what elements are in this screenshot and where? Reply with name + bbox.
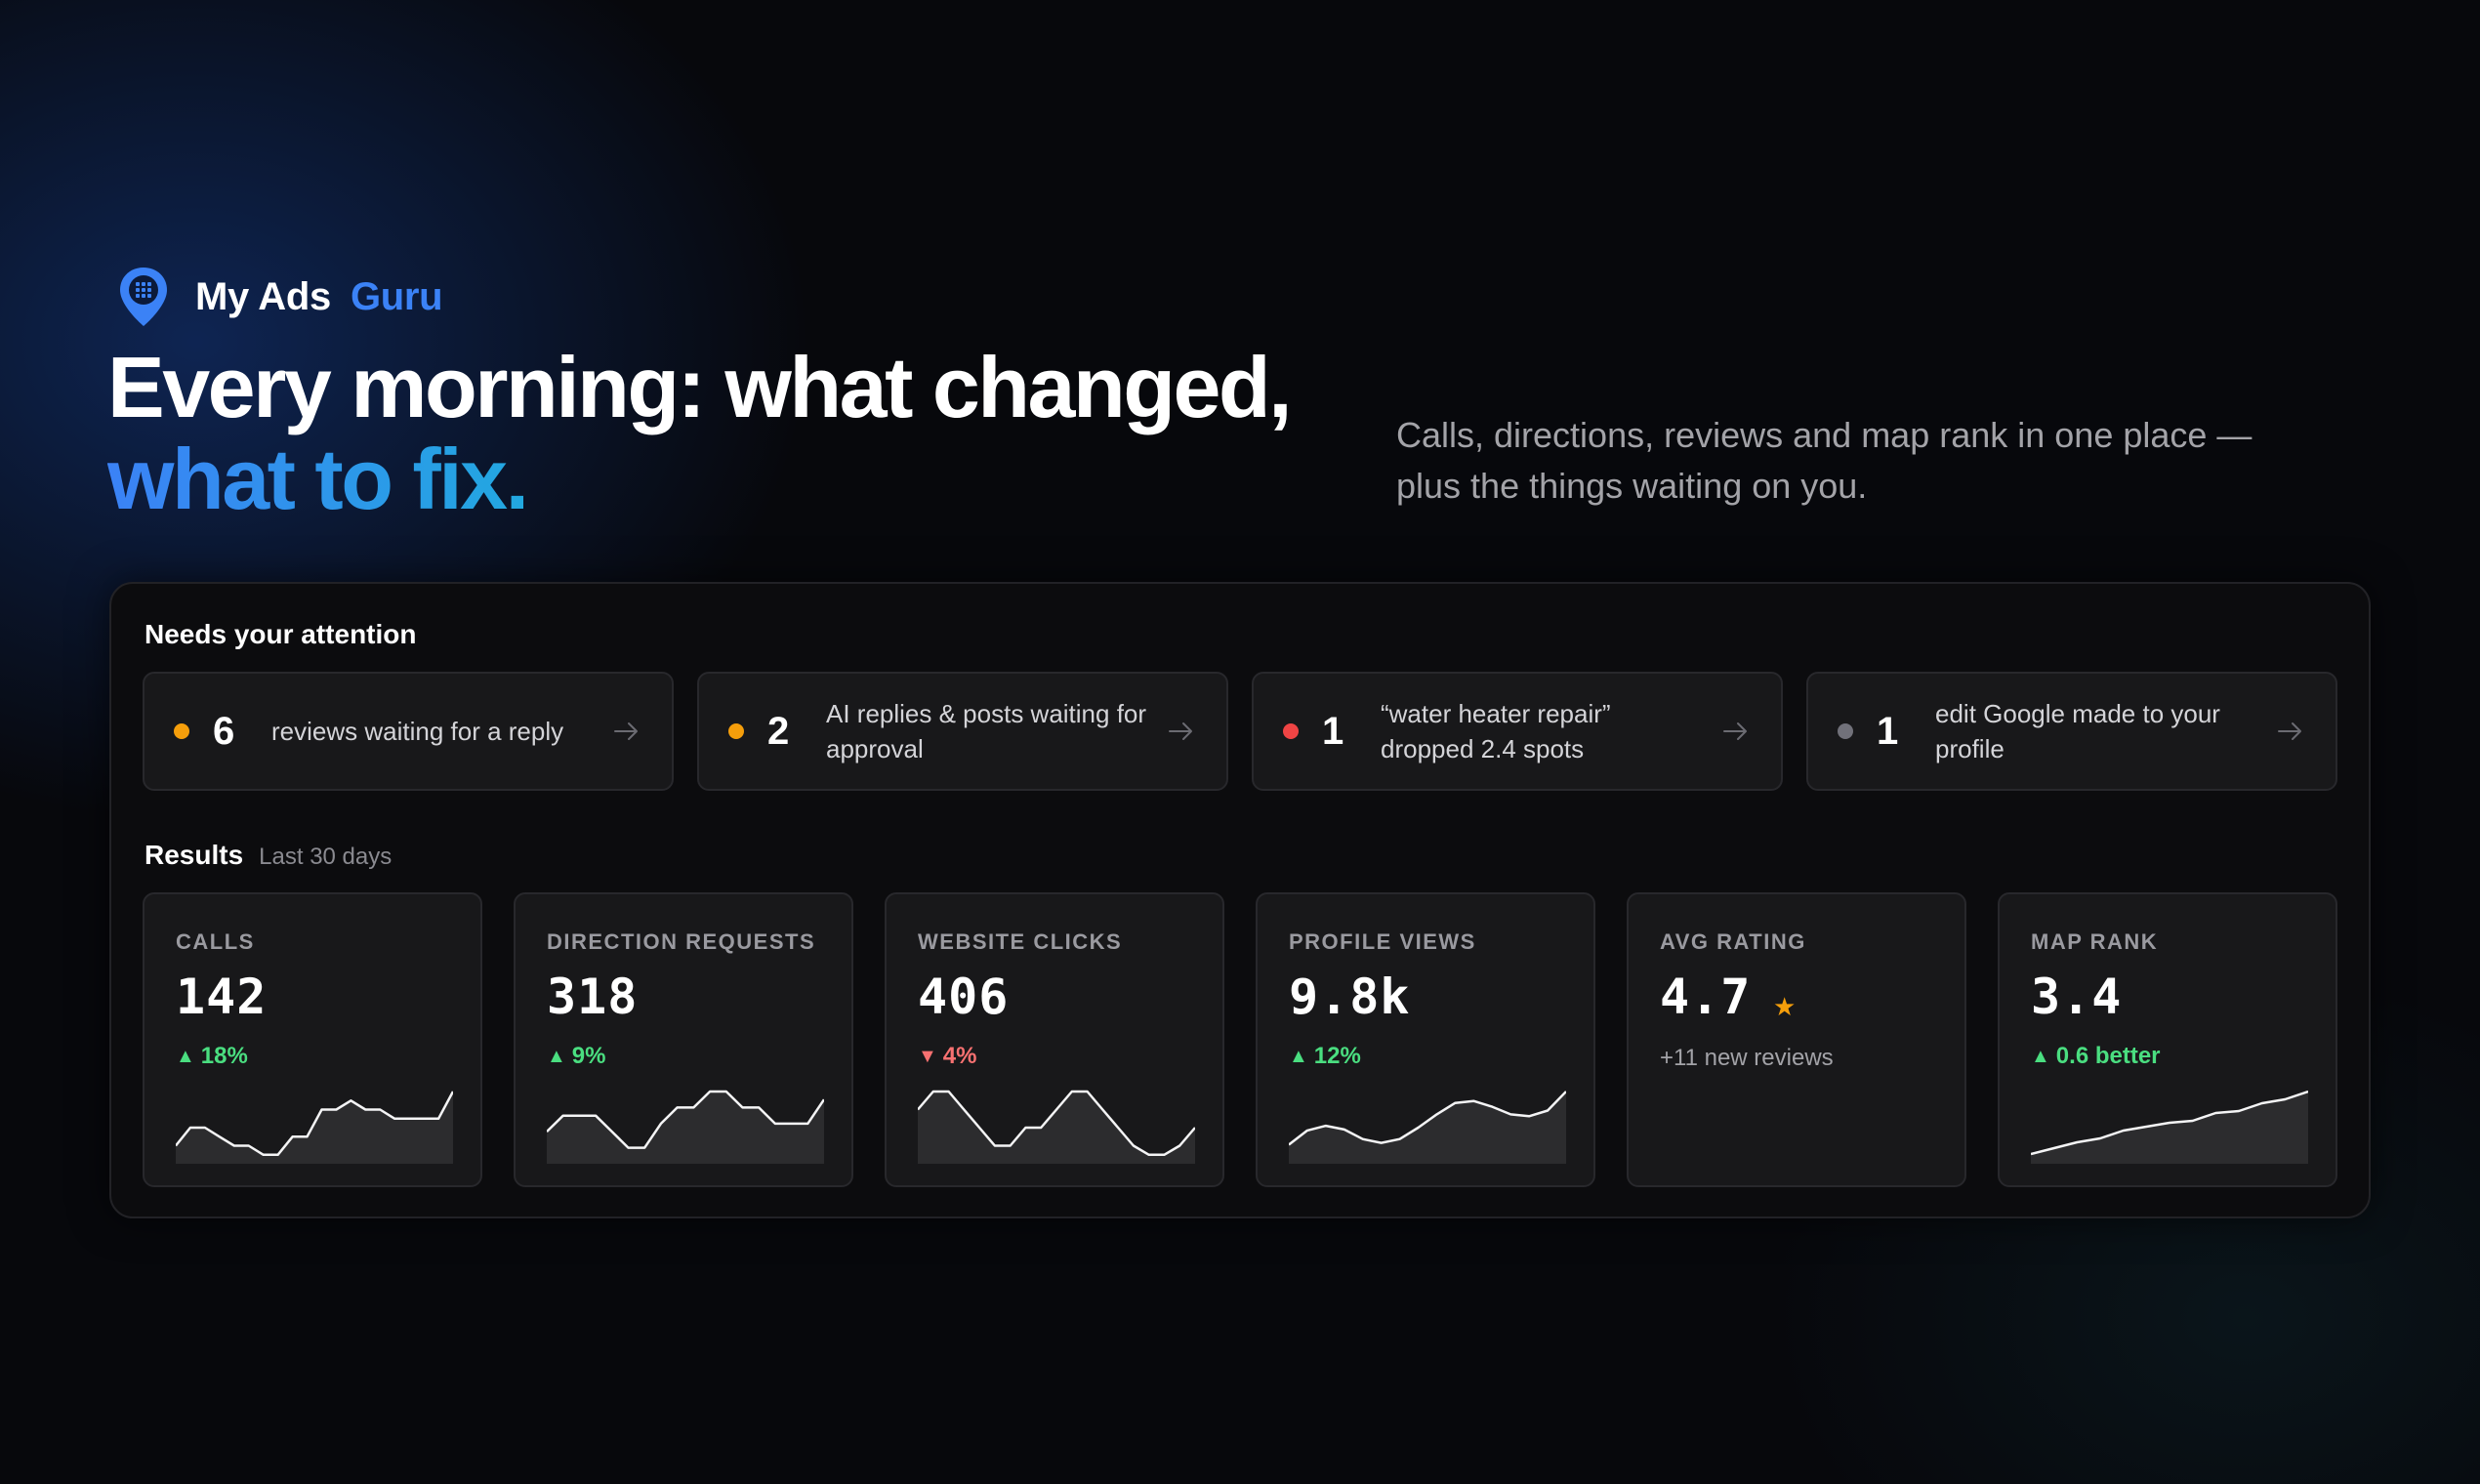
trend-up-icon: ▲ xyxy=(1289,1045,1308,1067)
sparkline-line xyxy=(2031,1090,2308,1156)
arrow-right-icon xyxy=(614,722,638,740)
brand: My Ads Guru xyxy=(117,266,443,328)
sparkline-line xyxy=(918,1090,1195,1157)
arrow-right-icon xyxy=(2278,722,2301,740)
metric-label: CALLS xyxy=(176,929,255,954)
sparkline-line xyxy=(1289,1091,1566,1146)
metric-delta: ▲ 9% xyxy=(547,1043,605,1070)
arrow-right-icon xyxy=(1169,722,1192,740)
metric-label: DIRECTION REQUESTS xyxy=(547,929,816,954)
metric-delta: ▲ 18% xyxy=(176,1043,248,1070)
headline: Every morning: what changed, what to fix… xyxy=(107,339,1293,527)
metric-card-website-clicks[interactable]: WEBSITE CLICKS 406 ▼ 4% xyxy=(885,892,1224,1187)
metric-value: 406 xyxy=(918,969,1010,1025)
attention-list: 6 reviews waiting for a reply 2 AI repli… xyxy=(143,672,2337,791)
metric-card-map-rank[interactable]: MAP RANK 3.4 ▲ 0.6 better xyxy=(1998,892,2337,1187)
metric-delta: ▼ 4% xyxy=(918,1043,976,1070)
brand-accent: Guru xyxy=(350,274,443,318)
attention-text: AI replies & posts waiting for approval xyxy=(826,699,1147,763)
metric-delta-value: 18% xyxy=(200,1043,248,1069)
sparkline xyxy=(176,1091,453,1164)
headline-line-2: what to fix. xyxy=(107,431,529,527)
metric-value: 142 xyxy=(176,969,268,1025)
status-dot xyxy=(728,723,744,739)
metric-label: PROFILE VIEWS xyxy=(1289,929,1476,954)
results-period: Last 30 days xyxy=(259,844,393,870)
metric-value: 4.7 xyxy=(1660,969,1752,1025)
metric-value: 9.8k xyxy=(1289,969,1411,1025)
sparkline xyxy=(2031,1090,2308,1164)
sparkline-area xyxy=(2031,1092,2308,1164)
attention-title: Needs your attention xyxy=(145,619,417,649)
metric-delta: ▲ 0.6 better xyxy=(2031,1043,2161,1070)
trend-up-icon: ▲ xyxy=(547,1045,566,1067)
sparkline-area xyxy=(918,1092,1195,1164)
metric-value: 3.4 xyxy=(2031,969,2123,1025)
attention-count: 1 xyxy=(1322,709,1344,753)
attention-item-reviews[interactable]: 6 reviews waiting for a reply xyxy=(143,672,674,791)
attention-text: “water heater repair” dropped 2.4 spots xyxy=(1381,699,1611,763)
trend-down-icon: ▼ xyxy=(918,1045,937,1067)
brand-name: My Ads xyxy=(195,274,331,318)
dashboard-panel: Needs your attention 6 reviews waiting f… xyxy=(109,582,2371,1218)
sparkline-line xyxy=(176,1091,453,1157)
metrics-list: CALLS 142 ▲ 18% DIRECTION REQUESTS 318 ▲ 9… xyxy=(143,892,2337,1187)
results-title: Results xyxy=(145,840,244,870)
sparkline xyxy=(547,1090,824,1164)
star-icon: ★ xyxy=(1773,992,1797,1021)
metric-value: 318 xyxy=(547,969,639,1025)
metric-delta-value: 4% xyxy=(942,1043,977,1069)
status-dot xyxy=(1283,723,1299,739)
results-header: Results Last 30 days xyxy=(145,840,392,871)
metric-delta: ▲ 12% xyxy=(1289,1043,1361,1070)
attention-item-approvals[interactable]: 2 AI replies & posts waiting for approva… xyxy=(697,672,1228,791)
attention-text: edit Google made to your profile xyxy=(1935,699,2220,763)
metric-card-avg-rating[interactable]: AVG RATING 4.7 ★ +11 new reviews xyxy=(1627,892,1966,1187)
metric-label: WEBSITE CLICKS xyxy=(918,929,1123,954)
metric-label: AVG RATING xyxy=(1660,929,1806,954)
metric-delta-value: 12% xyxy=(1313,1043,1361,1069)
trend-up-icon: ▲ xyxy=(2031,1045,2050,1067)
sparkline xyxy=(918,1090,1195,1164)
metric-delta-value: 9% xyxy=(571,1043,606,1069)
metric-note: +11 new reviews xyxy=(1660,1045,1834,1071)
status-dot xyxy=(1838,723,1853,739)
sparkline-line xyxy=(547,1090,824,1149)
trend-up-icon: ▲ xyxy=(176,1045,195,1067)
sparkline xyxy=(1289,1091,1566,1164)
metric-delta-value: 0.6 better xyxy=(2055,1043,2161,1069)
subheadline: Calls, directions, reviews and map rank … xyxy=(1396,415,2253,506)
attention-text: reviews waiting for a reply xyxy=(271,717,564,746)
attention-item-google-edit[interactable]: 1 edit Google made to your profile xyxy=(1806,672,2337,791)
attention-count: 1 xyxy=(1877,709,1899,753)
attention-item-rank-drop[interactable]: 1 “water heater repair” dropped 2.4 spot… xyxy=(1252,672,1783,791)
metric-card-calls[interactable]: CALLS 142 ▲ 18% xyxy=(143,892,482,1187)
attention-count: 2 xyxy=(767,709,790,753)
metric-card-direction-requests[interactable]: DIRECTION REQUESTS 318 ▲ 9% xyxy=(514,892,853,1187)
attention-count: 6 xyxy=(213,709,235,753)
sparkline-area xyxy=(547,1092,824,1164)
sparkline-area xyxy=(176,1092,453,1164)
status-dot xyxy=(174,723,189,739)
metric-card-profile-views[interactable]: PROFILE VIEWS 9.8k ▲ 12% xyxy=(1256,892,1595,1187)
arrow-right-icon xyxy=(1723,722,1747,740)
map-pin-logo-icon xyxy=(120,268,167,326)
headline-line-1: Every morning: what changed, xyxy=(107,339,1293,435)
metric-label: MAP RANK xyxy=(2031,929,2159,954)
